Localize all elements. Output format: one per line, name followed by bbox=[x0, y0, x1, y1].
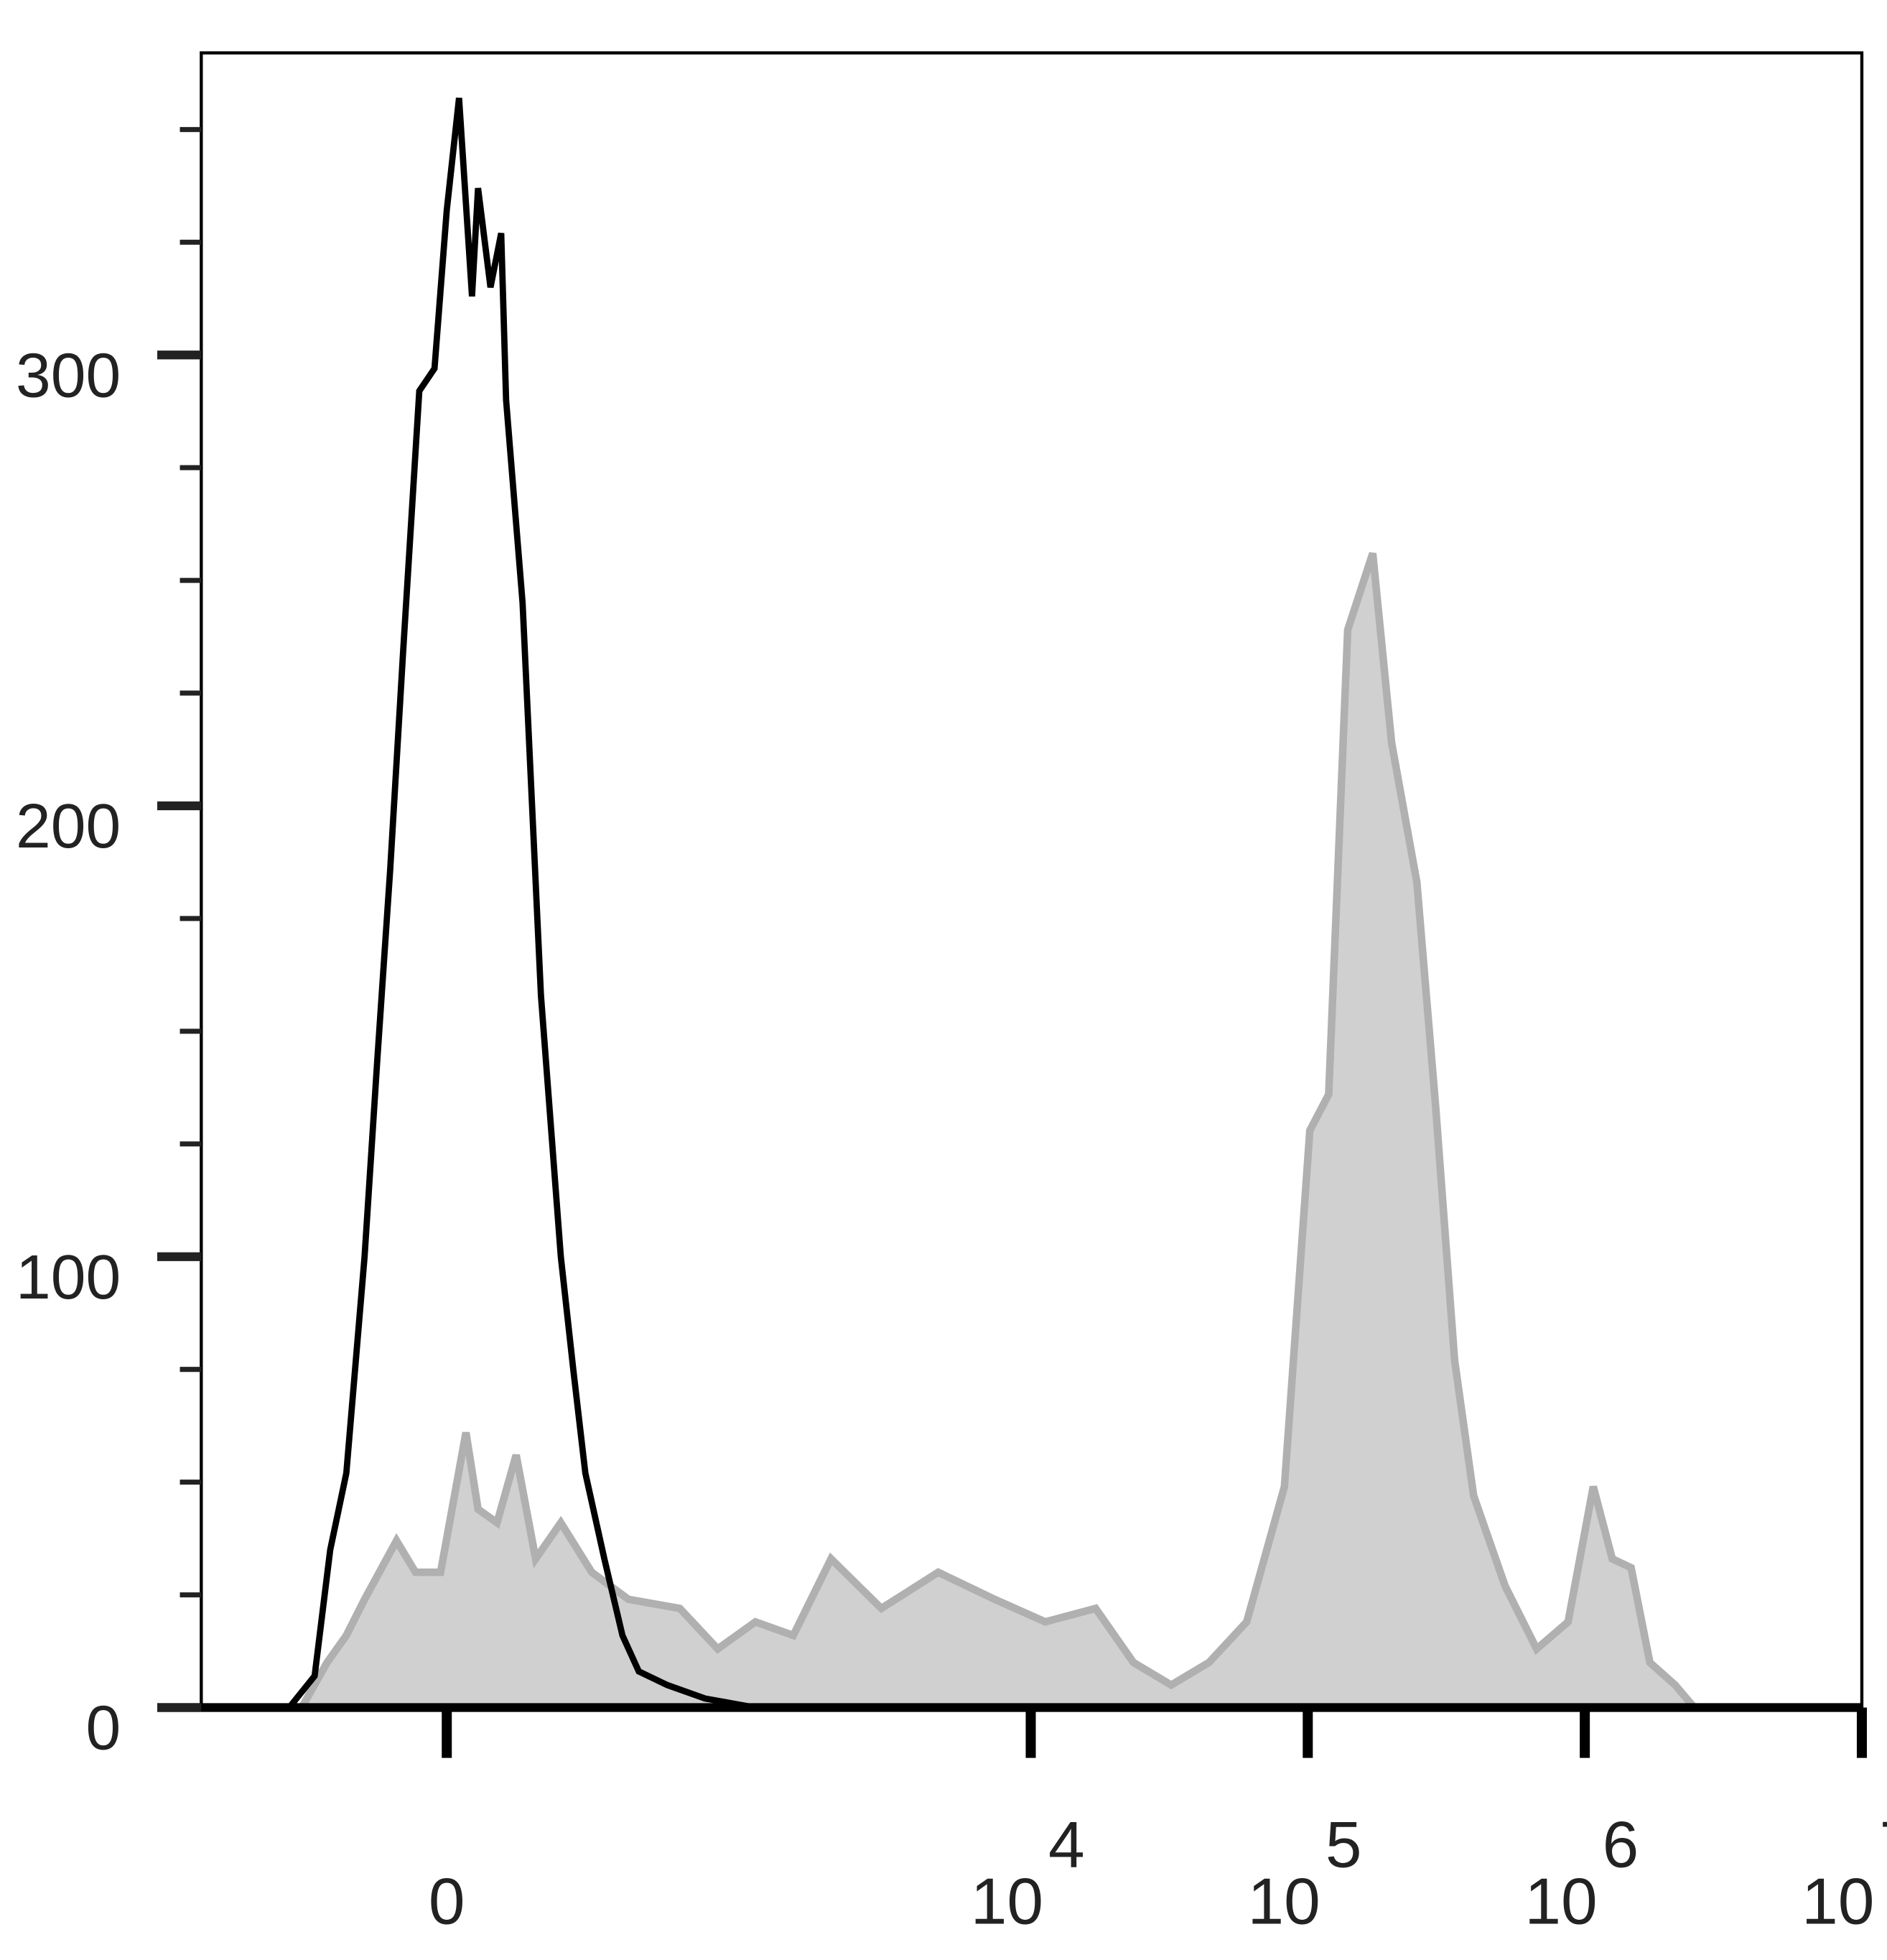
plot-frame bbox=[200, 51, 1864, 1711]
y-tick-label: 200 bbox=[16, 791, 121, 861]
x-tick-label: 0 bbox=[429, 1865, 465, 1938]
x-tick-exponent: 4 bbox=[1048, 1809, 1085, 1882]
x-tick-exponent: 6 bbox=[1603, 1809, 1639, 1882]
histogram-area bbox=[201, 552, 1862, 1711]
x-tick-label: 10 bbox=[1802, 1865, 1874, 1938]
x-tick-exponent: 5 bbox=[1325, 1809, 1362, 1882]
x-tick-label: 10 bbox=[1524, 1865, 1597, 1938]
histogram-line bbox=[201, 97, 1862, 1711]
x-tick-label: 10 bbox=[971, 1865, 1043, 1938]
y-tick-label: 300 bbox=[16, 340, 121, 410]
y-tick-label: 0 bbox=[85, 1693, 121, 1763]
x-tick-exponent: 7 bbox=[1879, 1809, 1887, 1882]
y-tick-label: 100 bbox=[16, 1242, 121, 1312]
x-tick-label: 10 bbox=[1248, 1865, 1320, 1938]
